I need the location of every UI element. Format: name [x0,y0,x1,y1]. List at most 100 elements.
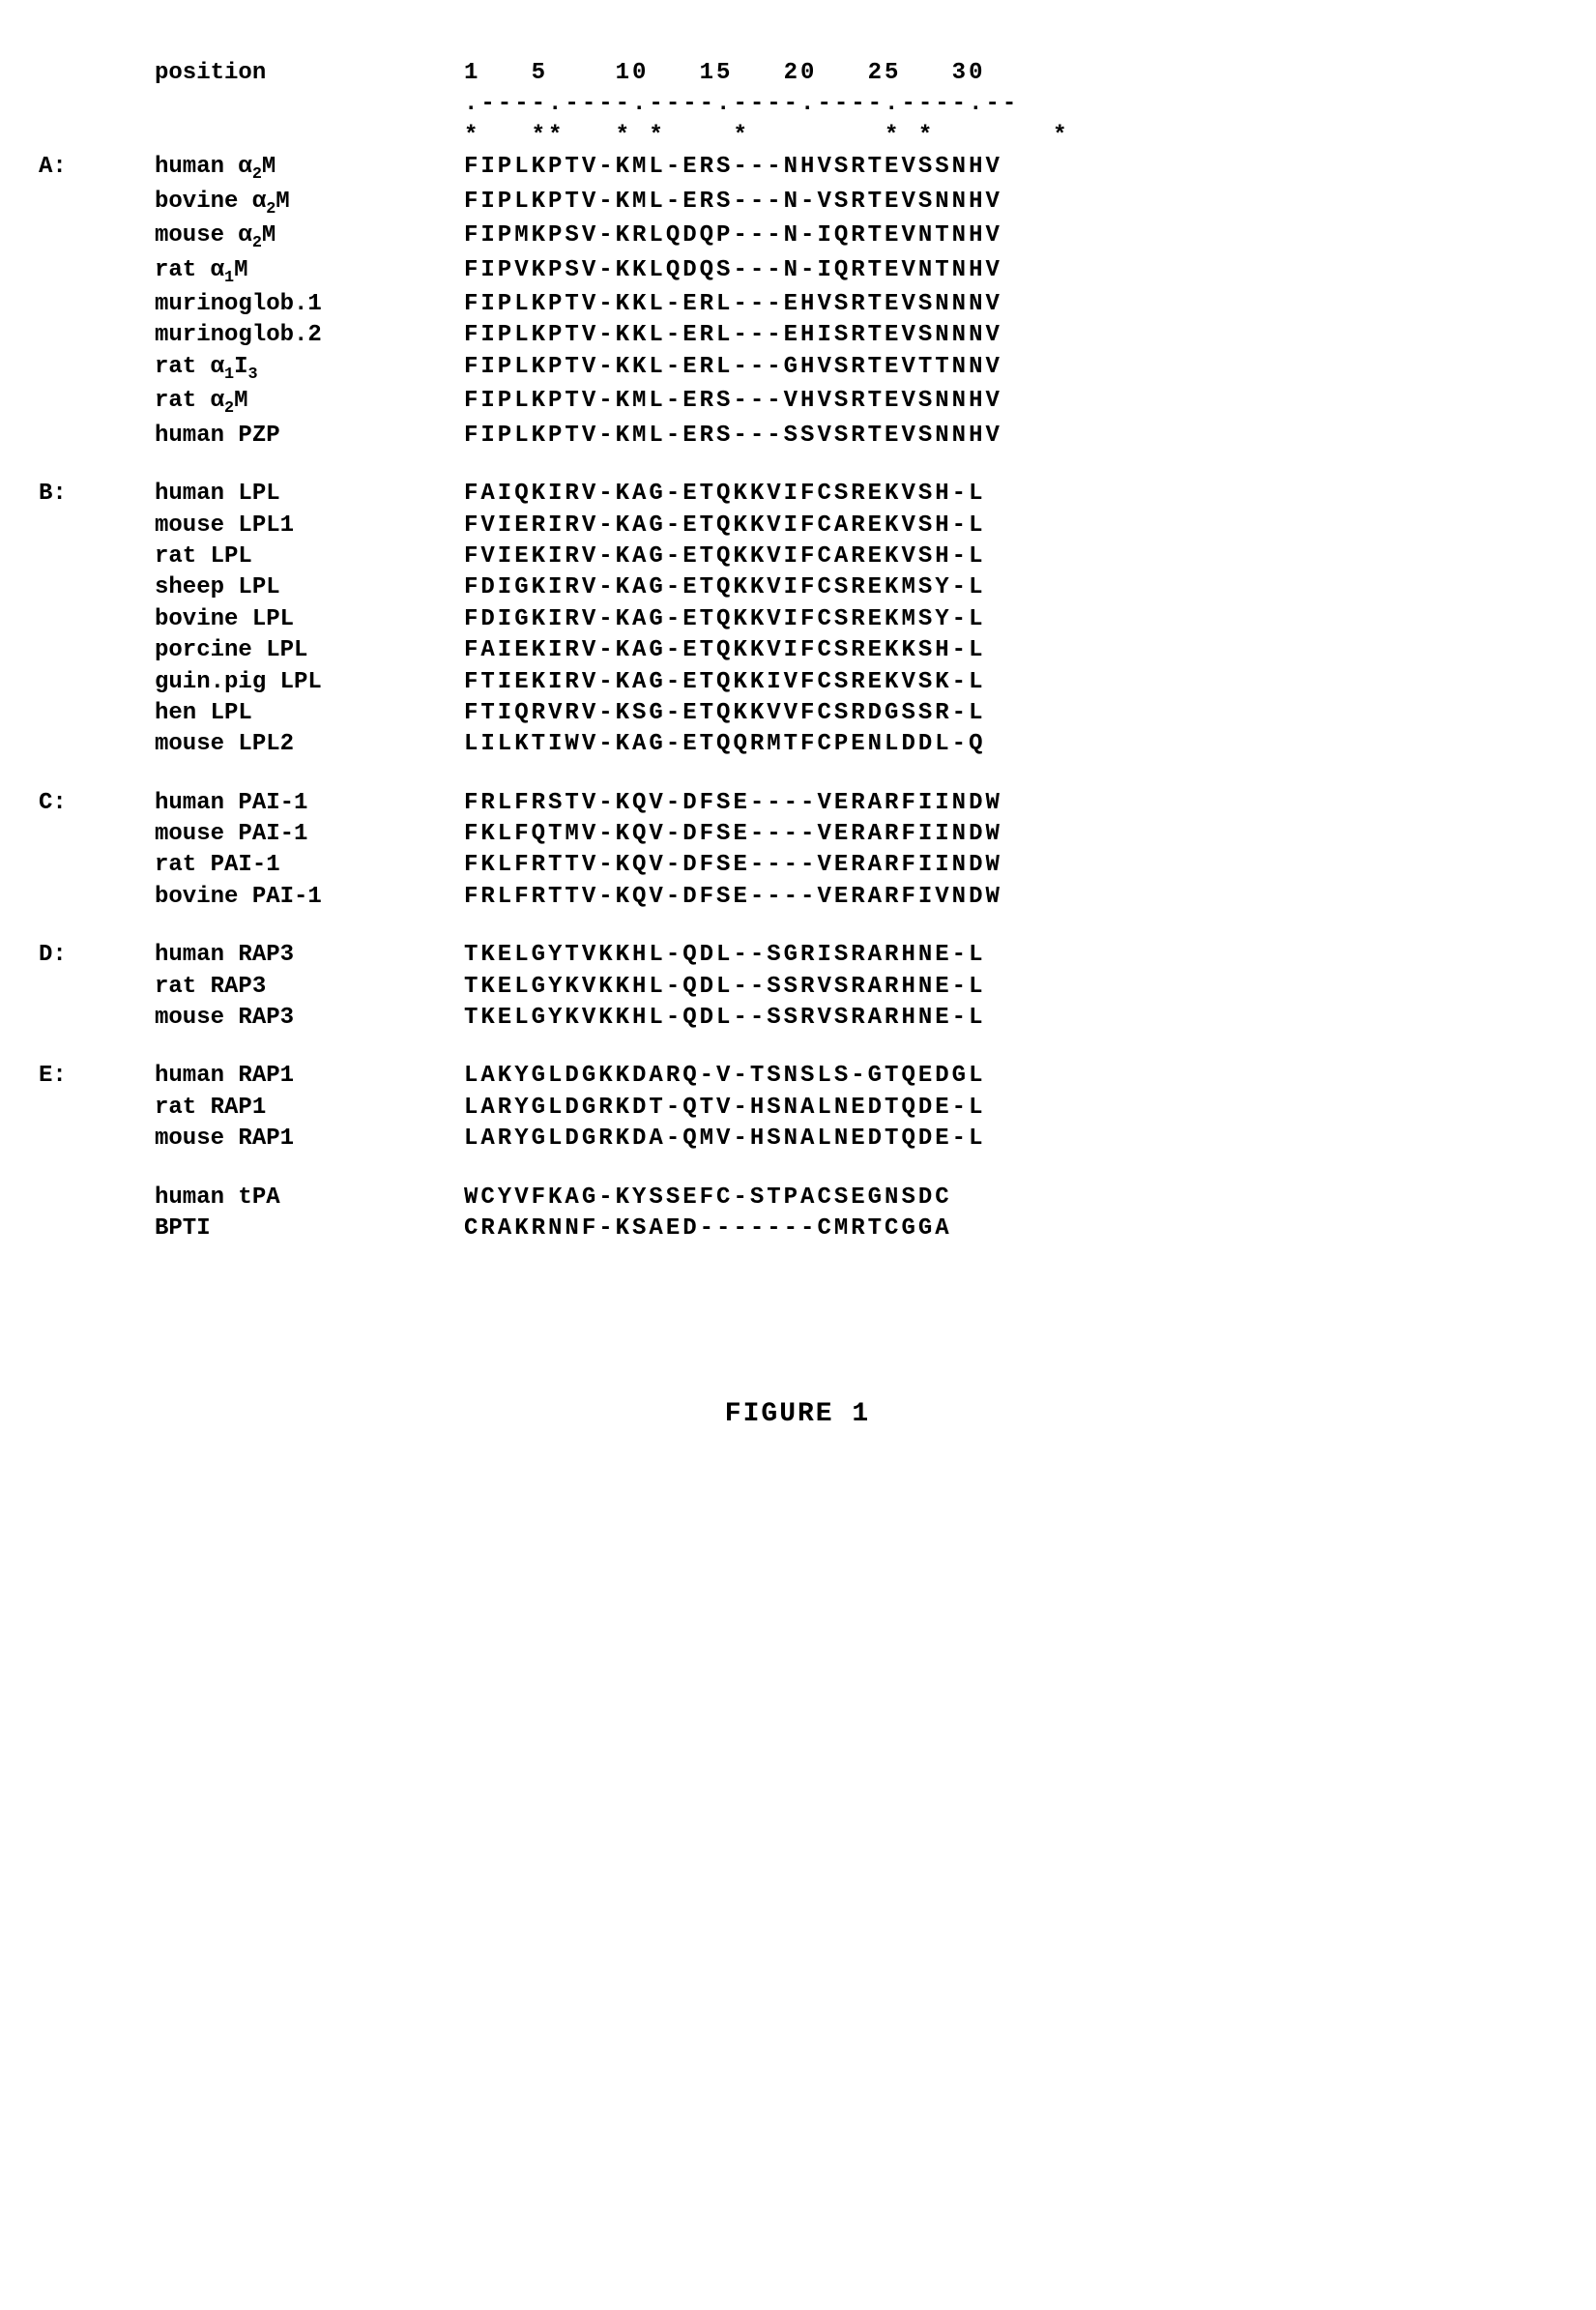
sequence: FIPLKPTV-KKL-ERL---EHISRTEVSNNNV [464,320,1002,351]
sequence-name: bovine PAI-1 [155,882,464,913]
sequence: FIPLKPTV-KML-ERS---VHVSRTEVSNNHV [464,386,1002,417]
sequence: FRLFRTTV-KQV-DFSE----VERARFIVNDW [464,882,1002,913]
alignment-row: C:human PAI-1FRLFRSTV-KQV-DFSE----VERARF… [39,788,1556,819]
sequence-name: mouse PAI-1 [155,819,464,850]
sequence-name: human RAP1 [155,1061,464,1092]
sequence-name: rat PAI-1 [155,850,464,881]
sequence-name: human tPA [155,1183,464,1213]
group-label: E: [39,1061,155,1092]
alignment-row: porcine LPLFAIEKIRV-KAG-ETQKKVIFCSREKKSH… [39,635,1556,666]
sequence-name: rat α1I3 [155,352,464,386]
sequence-name: hen LPL [155,698,464,729]
conservation-stars: * ** * * * * * * [464,121,1069,152]
alignment-row: mouse α2MFIPMKPSV-KRLQDQP---N-IQRTEVNTNH… [39,220,1556,254]
alignment-row: murinoglob.1FIPLKPTV-KKL-ERL---EHVSRTEVS… [39,289,1556,320]
sequence: FDIGKIRV-KAG-ETQKKVIFCSREKMSY-L [464,572,985,603]
group-label: A: [39,152,155,183]
sequence: FDIGKIRV-KAG-ETQKKVIFCSREKMSY-L [464,604,985,635]
sequence-name: human PAI-1 [155,788,464,819]
sequence-name: rat α1M [155,255,464,289]
alignment-row: guin.pig LPLFTIEKIRV-KAG-ETQKKIVFCSREKVS… [39,667,1556,698]
sequence-name: bovine LPL [155,604,464,635]
alignment-row: A:human α2MFIPLKPTV-KML-ERS---NHVSRTEVSS… [39,152,1556,186]
alignment-row: BPTICRAKRNNF-KSAED-------CMRTCGGA [39,1213,1556,1244]
alignment-row: rat RAP1LARYGLDGRKDT-QTV-HSNALNEDTQDE-L [39,1093,1556,1124]
group-label: B: [39,479,155,510]
alignment-row: D:human RAP3TKELGYTVKKHL-QDL--SGRISRARHN… [39,940,1556,971]
sequence: TKELGYKVKKHL-QDL--SSRVSRARHNE-L [464,972,985,1003]
sequence: CRAKRNNF-KSAED-------CMRTCGGA [464,1213,952,1244]
alignment-row: human PZPFIPLKPTV-KML-ERS---SSVSRTEVSNNH… [39,421,1556,452]
sequence-name: human LPL [155,479,464,510]
alignment-row: E:human RAP1LAKYGLDGKKDARQ-V-TSNSLS-GTQE… [39,1061,1556,1092]
sequence-name: sheep LPL [155,572,464,603]
sequence-name: rat LPL [155,541,464,572]
sequence-name: murinoglob.2 [155,320,464,351]
group-label: D: [39,940,155,971]
sequence-name: rat RAP1 [155,1093,464,1124]
position-label: position [155,58,464,89]
sequence: LAKYGLDGKKDARQ-V-TSNSLS-GTQEDGL [464,1061,985,1092]
sequence: FAIEKIRV-KAG-ETQKKVIFCSREKKSH-L [464,635,985,666]
sequence-name: BPTI [155,1213,464,1244]
alignment-row: mouse LPL1FVIERIRV-KAG-ETQKKVIFCAREKVSH-… [39,511,1556,541]
sequence-name: human PZP [155,421,464,452]
alignment-row: rat α2MFIPLKPTV-KML-ERS---VHVSRTEVSNNHV [39,386,1556,420]
sequence-name: mouse α2M [155,220,464,254]
sequence-name: bovine α2M [155,187,464,220]
sequence: FTIEKIRV-KAG-ETQKKIVFCSREKVSK-L [464,667,985,698]
sequence: FKLFQTMV-KQV-DFSE----VERARFIINDW [464,819,1002,850]
sequence: WCYVFKAG-KYSSEFC-STPACSEGNSDC [464,1183,952,1213]
sequence-name: guin.pig LPL [155,667,464,698]
sequence-name: human RAP3 [155,940,464,971]
sequence-name: porcine LPL [155,635,464,666]
sequence: LILKTIWV-KAG-ETQQRMTFCPENLDDL-Q [464,729,985,760]
sequence-name: rat α2M [155,386,464,420]
sequence: FIPLKPTV-KML-ERS---SSVSRTEVSNNHV [464,421,1002,452]
ruler-tick-row: .----.----.----.----.----.----.-- [39,89,1556,120]
sequence-name: human α2M [155,152,464,186]
alignment-row: rat α1MFIPVKPSV-KKLQDQS---N-IQRTEVNTNHV [39,255,1556,289]
sequence: FIPLKPTV-KML-ERS---N-VSRTEVSNNHV [464,187,1002,218]
alignment-row: human tPAWCYVFKAG-KYSSEFC-STPACSEGNSDC [39,1183,1556,1213]
alignment-row: rat LPLFVIEKIRV-KAG-ETQKKVIFCAREKVSH-L [39,541,1556,572]
alignment-row: mouse PAI-1FKLFQTMV-KQV-DFSE----VERARFII… [39,819,1556,850]
alignment-row: bovine LPLFDIGKIRV-KAG-ETQKKVIFCSREKMSY-… [39,604,1556,635]
alignment-row: rat RAP3TKELGYKVKKHL-QDL--SSRVSRARHNE-L [39,972,1556,1003]
sequence: FVIEKIRV-KAG-ETQKKVIFCAREKVSH-L [464,541,985,572]
sequence: FRLFRSTV-KQV-DFSE----VERARFIINDW [464,788,1002,819]
sequence: FTIQRVRV-KSG-ETQKKVVFCSRDGSSR-L [464,698,985,729]
alignment-row: sheep LPLFDIGKIRV-KAG-ETQKKVIFCSREKMSY-L [39,572,1556,603]
sequence: LARYGLDGRKDT-QTV-HSNALNEDTQDE-L [464,1093,985,1124]
alignment-row: bovine α2MFIPLKPTV-KML-ERS---N-VSRTEVSNN… [39,187,1556,220]
alignment-row: mouse RAP3TKELGYKVKKHL-QDL--SSRVSRARHNE-… [39,1003,1556,1034]
sequence: FIPLKPTV-KML-ERS---NHVSRTEVSSNHV [464,152,1002,183]
sequence: FVIERIRV-KAG-ETQKKVIFCAREKVSH-L [464,511,985,541]
alignment-row: bovine PAI-1FRLFRTTV-KQV-DFSE----VERARFI… [39,882,1556,913]
sequence: FKLFRTTV-KQV-DFSE----VERARFIINDW [464,850,1002,881]
header-row: position 1 5 10 15 20 25 30 [39,58,1556,89]
sequence-name: mouse RAP3 [155,1003,464,1034]
sequence-name: mouse RAP1 [155,1124,464,1155]
alignment-row: mouse LPL2LILKTIWV-KAG-ETQQRMTFCPENLDDL-… [39,729,1556,760]
alignment-groups: A:human α2MFIPLKPTV-KML-ERS---NHVSRTEVSS… [39,152,1556,1244]
sequence: TKELGYTVKKHL-QDL--SGRISRARHNE-L [464,940,985,971]
alignment-row: hen LPLFTIQRVRV-KSG-ETQKKVVFCSRDGSSR-L [39,698,1556,729]
sequence-name: murinoglob.1 [155,289,464,320]
figure-caption: FIGURE 1 [39,1399,1556,1429]
sequence: FIPMKPSV-KRLQDQP---N-IQRTEVNTNHV [464,220,1002,251]
sequence: FAIQKIRV-KAG-ETQKKVIFCSREKVSH-L [464,479,985,510]
sequence: TKELGYKVKKHL-QDL--SSRVSRARHNE-L [464,1003,985,1034]
sequence: LARYGLDGRKDA-QMV-HSNALNEDTQDE-L [464,1124,985,1155]
alignment-row: rat PAI-1FKLFRTTV-KQV-DFSE----VERARFIIND… [39,850,1556,881]
sequence-name: rat RAP3 [155,972,464,1003]
alignment-figure: position 1 5 10 15 20 25 30 .----.----.-… [39,58,1556,1429]
sequence-name: mouse LPL2 [155,729,464,760]
sequence-name: mouse LPL1 [155,511,464,541]
alignment-row: rat α1I3FIPLKPTV-KKL-ERL---GHVSRTEVTTNNV [39,352,1556,386]
alignment-row: murinoglob.2FIPLKPTV-KKL-ERL---EHISRTEVS… [39,320,1556,351]
group-label: C: [39,788,155,819]
sequence: FIPVKPSV-KKLQDQS---N-IQRTEVNTNHV [464,255,1002,286]
ruler-numbers: 1 5 10 15 20 25 30 [464,58,985,89]
conservation-star-row: * ** * * * * * * [39,121,1556,152]
